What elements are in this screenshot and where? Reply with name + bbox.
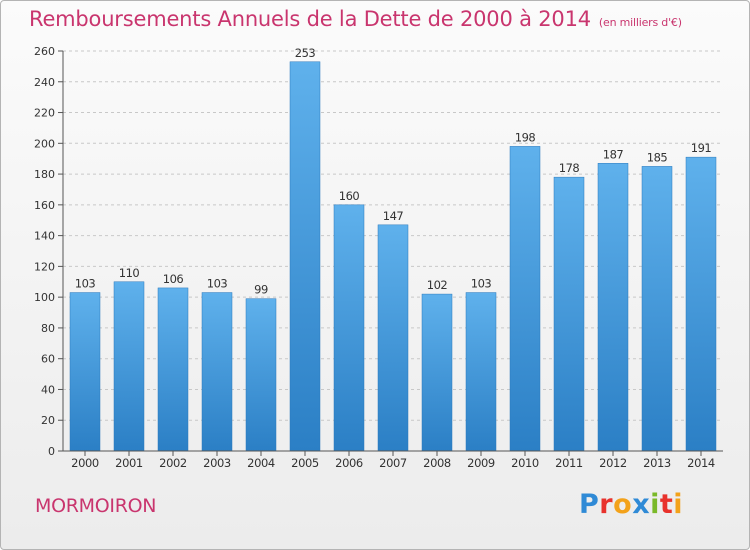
bar-value-label: 103	[471, 277, 492, 291]
y-tick-label: 0	[48, 445, 55, 458]
bar-2003	[201, 292, 233, 452]
bar-2007	[377, 224, 409, 452]
x-tick-label: 2013	[643, 456, 671, 470]
bar-2006	[333, 204, 365, 452]
proxiti-logo: Proxiti	[579, 489, 683, 520]
bar-value-label: 187	[603, 147, 624, 161]
y-tick-label: 140	[34, 230, 55, 243]
x-tick-label: 2005	[291, 456, 319, 470]
bar-2013	[641, 166, 673, 452]
y-tick-label: 220	[34, 107, 55, 120]
x-tick-label: 2006	[335, 456, 363, 470]
bar-value-label: 191	[691, 141, 712, 155]
x-tick-label: 2014	[687, 456, 715, 470]
commune-name: MORMOIRON	[35, 495, 157, 517]
logo-letter: t	[659, 489, 674, 520]
bar-2005	[289, 61, 321, 452]
chart-title: Remboursements Annuels de la Dette de 20…	[29, 7, 682, 31]
x-tick-label: 2003	[203, 456, 231, 470]
y-tick-label: 80	[41, 322, 55, 335]
y-tick-label: 200	[34, 137, 55, 150]
bar-value-label: 106	[163, 272, 184, 286]
logo-letter: o	[613, 489, 633, 520]
bar-value-label: 103	[75, 277, 96, 291]
y-tick-label: 160	[34, 199, 55, 212]
bar-2000	[69, 292, 101, 452]
x-tick-label: 2009	[467, 456, 495, 470]
y-tick-label: 20	[41, 414, 55, 427]
bar-value-label: 147	[383, 209, 404, 223]
y-tick-label: 260	[34, 45, 55, 58]
chart-subtitle: (en milliers d'€)	[598, 16, 682, 29]
bar-value-label: 99	[254, 283, 268, 297]
bar-value-label: 160	[339, 189, 360, 203]
y-tick-label: 180	[34, 168, 55, 181]
logo-letter: i	[650, 489, 660, 520]
bar-value-label: 253	[295, 46, 316, 60]
bar-2010	[509, 146, 541, 452]
bar-2008	[421, 293, 453, 452]
y-tick-label: 240	[34, 76, 55, 89]
bar-value-label: 102	[427, 278, 448, 292]
x-tick-label: 2011	[555, 456, 583, 470]
y-tick-label: 60	[41, 353, 55, 366]
bar-value-label: 185	[647, 150, 668, 164]
logo-letter: P	[579, 489, 600, 520]
y-tick-label: 120	[34, 260, 55, 273]
bar-value-label: 178	[559, 161, 580, 175]
bar-value-label: 110	[119, 266, 140, 280]
chart-title-text: Remboursements Annuels de la Dette de 20…	[29, 7, 591, 31]
x-tick-label: 2001	[115, 456, 143, 470]
x-tick-label: 2004	[247, 456, 275, 470]
x-tick-label: 2002	[159, 456, 187, 470]
logo-letter: x	[632, 489, 651, 520]
bar-2002	[157, 287, 189, 452]
x-tick-label: 2000	[71, 456, 99, 470]
bar-2012	[597, 163, 629, 452]
bar-2011	[553, 176, 585, 452]
bar-2001	[113, 281, 145, 452]
x-tick-label: 2008	[423, 456, 451, 470]
x-tick-label: 2012	[599, 456, 627, 470]
y-tick-label: 40	[41, 383, 55, 396]
logo-letter: r	[599, 489, 614, 520]
logo-letter: i	[673, 489, 684, 520]
x-tick-label: 2007	[379, 456, 407, 470]
bar-2004	[245, 298, 277, 452]
y-tick-label: 100	[34, 291, 55, 304]
bar-value-label: 103	[207, 277, 228, 291]
bar-2009	[465, 292, 497, 452]
bar-value-label: 198	[515, 130, 536, 144]
x-tick-label: 2010	[511, 456, 539, 470]
bar-2014	[685, 156, 717, 452]
